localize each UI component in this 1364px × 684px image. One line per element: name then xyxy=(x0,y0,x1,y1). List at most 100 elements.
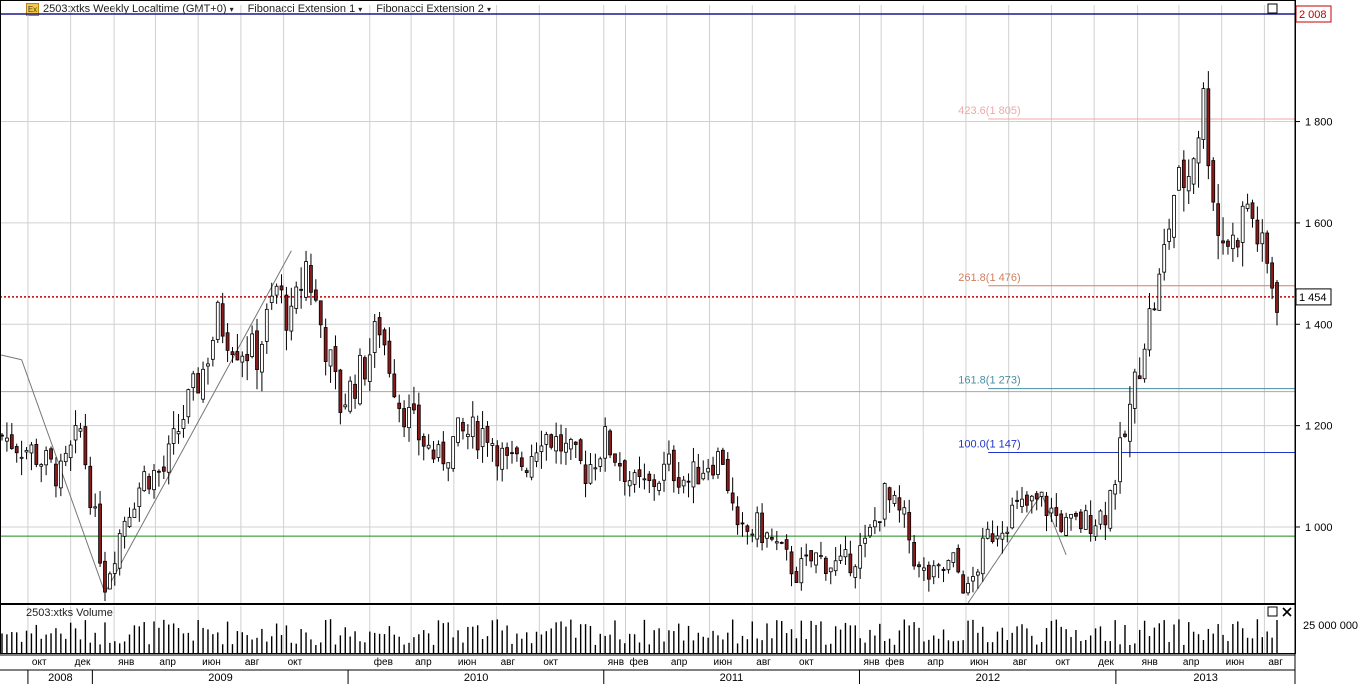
candle-body xyxy=(770,537,774,540)
maximize-icon[interactable] xyxy=(1267,606,1278,617)
candle-body xyxy=(1020,498,1024,507)
candle-body xyxy=(510,452,514,455)
x-month-label: окт xyxy=(288,657,303,668)
chevron-down-icon[interactable]: ▾ xyxy=(486,5,491,14)
candle-body xyxy=(54,463,58,487)
candle-body xyxy=(686,480,691,483)
candle-body xyxy=(426,444,431,449)
candle-body xyxy=(961,574,966,594)
candle-body xyxy=(240,355,245,363)
candle-body xyxy=(931,565,936,578)
candle-body xyxy=(108,573,112,590)
candle-body xyxy=(269,295,274,304)
candle-body xyxy=(1196,137,1201,164)
y-tick-label: 1 200 xyxy=(1305,421,1333,433)
candle-body xyxy=(157,470,161,473)
maximize-icon[interactable] xyxy=(1267,3,1278,14)
candle-body xyxy=(1250,202,1255,219)
x-month-label: авг xyxy=(245,657,260,668)
candle-body xyxy=(1206,88,1211,167)
candle-body xyxy=(941,568,946,571)
app-logo-icon[interactable]: Ex xyxy=(26,2,39,16)
candle-body xyxy=(549,434,554,448)
x-month-label: апр xyxy=(1183,657,1200,668)
candle-body xyxy=(578,439,583,461)
candle-body xyxy=(730,492,735,504)
candle-body xyxy=(833,560,838,572)
candle-body xyxy=(132,508,137,518)
candle-body xyxy=(446,462,451,469)
candle-body xyxy=(93,506,98,509)
candle-body xyxy=(897,497,902,511)
candle-body xyxy=(608,430,612,456)
candle-body xyxy=(318,300,323,326)
candle-body xyxy=(1069,513,1073,519)
candle-body xyxy=(117,533,122,569)
candle-body xyxy=(784,539,789,550)
candle-body xyxy=(1010,504,1015,529)
candle-body xyxy=(9,434,14,449)
candle-body xyxy=(642,478,647,481)
candle-body xyxy=(529,456,534,478)
x-month-label: июн xyxy=(1226,657,1245,668)
volume-panel-title: 2503:xtks Volume xyxy=(26,607,113,619)
candle-body xyxy=(564,442,568,453)
candle-body xyxy=(1191,158,1196,185)
candle-body xyxy=(1083,510,1088,530)
candle-body xyxy=(68,444,73,459)
fib-extension-1-path xyxy=(21,250,292,595)
candle-body xyxy=(1181,159,1186,188)
candle-body xyxy=(397,402,402,409)
fib-extension-1-menu[interactable]: Fibonacci Extension 1 ▾ xyxy=(247,3,363,15)
symbol-menu[interactable]: 2503:xtks Weekly Localtime (GMT+0) ▾ xyxy=(43,3,234,15)
candle-body xyxy=(1025,494,1029,506)
candle-body xyxy=(1029,495,1034,502)
candle-body xyxy=(44,450,49,466)
candle-body xyxy=(838,555,843,561)
candle-body xyxy=(951,552,956,563)
candle-body xyxy=(73,425,78,441)
candle-body xyxy=(907,512,912,541)
x-year-label: 2008 xyxy=(48,672,72,684)
candle-body xyxy=(1142,348,1147,380)
candle-body xyxy=(431,449,436,460)
candle-body xyxy=(534,452,539,462)
candle-body xyxy=(235,351,240,361)
candle-body xyxy=(1123,433,1127,437)
fib-level-ratio: 261.8(1 476) xyxy=(958,272,1020,284)
candle-body xyxy=(1265,232,1270,264)
candle-body xyxy=(720,449,725,465)
x-year-label: 2012 xyxy=(976,672,1000,684)
candle-body xyxy=(657,482,661,491)
candle-body xyxy=(264,308,269,342)
candle-body xyxy=(294,286,299,309)
volume-bars xyxy=(1,619,1278,653)
close-icon[interactable] xyxy=(1282,607,1292,617)
horizontal-levels xyxy=(0,13,1295,537)
fib-extension-2-menu[interactable]: Fibonacci Extension 2 ▾ xyxy=(376,3,491,15)
candle-body xyxy=(1216,203,1221,236)
candle-body xyxy=(461,422,465,432)
candle-body xyxy=(358,354,362,405)
candle-body xyxy=(917,564,921,568)
candle-body xyxy=(980,537,985,575)
candle-body xyxy=(39,464,44,467)
x-month-label: фев xyxy=(629,656,648,668)
candle-body xyxy=(98,503,102,564)
chevron-down-icon[interactable]: ▾ xyxy=(229,5,234,14)
candle-body xyxy=(936,564,941,567)
candle-body xyxy=(313,289,318,301)
candle-body xyxy=(882,483,887,520)
candle-body xyxy=(1235,240,1240,248)
candle-body xyxy=(892,494,897,504)
candle-body xyxy=(83,426,88,466)
candle-body xyxy=(966,583,970,594)
candle-body xyxy=(515,447,519,455)
chevron-down-icon[interactable]: ▾ xyxy=(358,5,363,14)
candle-body xyxy=(58,460,63,489)
candle-body xyxy=(598,458,603,467)
candle-body xyxy=(127,516,132,527)
candle-body xyxy=(230,351,235,356)
x-month-label: янв xyxy=(1142,657,1158,668)
